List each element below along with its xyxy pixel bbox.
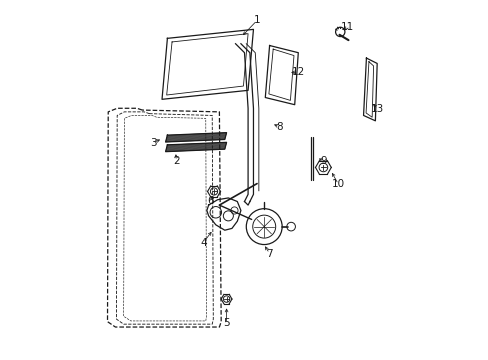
Text: 13: 13 — [370, 104, 384, 114]
Text: 2: 2 — [173, 156, 179, 166]
Text: 4: 4 — [200, 238, 206, 248]
Text: 3: 3 — [149, 138, 156, 148]
Text: 1: 1 — [253, 15, 260, 26]
Text: 7: 7 — [266, 248, 272, 258]
Text: 5: 5 — [223, 319, 229, 328]
Text: 11: 11 — [340, 22, 353, 32]
Text: 12: 12 — [291, 67, 305, 77]
Text: 6: 6 — [207, 196, 213, 206]
Text: 9: 9 — [320, 156, 327, 166]
Text: 10: 10 — [331, 179, 345, 189]
Text: 8: 8 — [276, 122, 283, 132]
